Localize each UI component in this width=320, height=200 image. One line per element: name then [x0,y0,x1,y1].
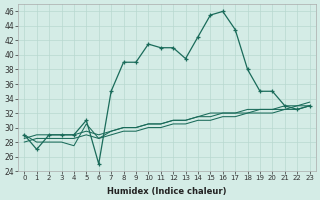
X-axis label: Humidex (Indice chaleur): Humidex (Indice chaleur) [107,187,227,196]
